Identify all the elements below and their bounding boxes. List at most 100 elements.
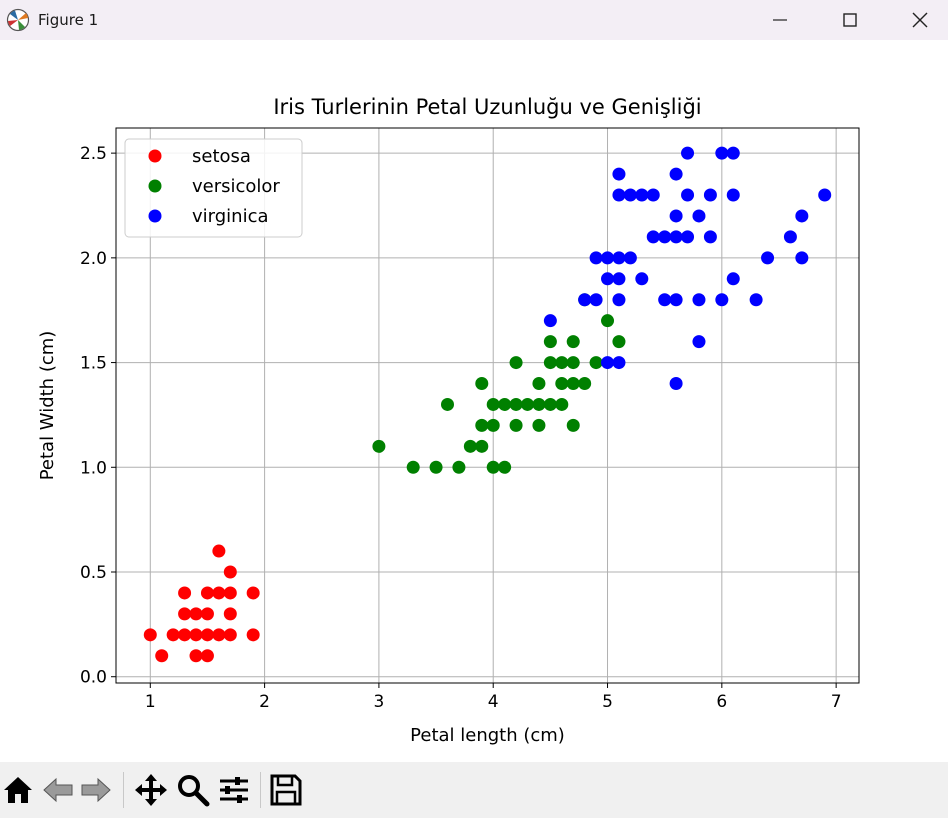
scatter-point-versicolor xyxy=(555,377,569,391)
scatter-point-versicolor xyxy=(566,356,580,370)
close-button[interactable] xyxy=(890,0,948,40)
scatter-point-setosa xyxy=(166,628,180,642)
scatter-point-versicolor xyxy=(429,460,443,474)
scatter-point-virginica xyxy=(795,251,809,265)
scatter-point-setosa xyxy=(212,586,226,600)
scatter-point-setosa xyxy=(178,586,192,600)
configure-subplots-icon xyxy=(220,777,248,803)
zoom-icon xyxy=(178,775,210,807)
y-tick-label: 2.5 xyxy=(80,144,107,164)
y-tick-label: 1.0 xyxy=(80,458,107,478)
scatter-point-versicolor xyxy=(578,377,592,391)
forward-arrow-icon xyxy=(81,777,111,803)
scatter-point-virginica xyxy=(715,146,729,160)
scatter-point-virginica xyxy=(669,377,683,391)
scatter-point-versicolor xyxy=(475,418,489,432)
minimize-icon xyxy=(773,19,787,21)
scatter-point-versicolor xyxy=(498,460,512,474)
scatter-point-virginica xyxy=(692,209,706,223)
scatter-point-setosa xyxy=(189,649,203,663)
scatter-point-virginica xyxy=(703,188,717,202)
forward-button[interactable] xyxy=(78,772,114,808)
scatter-point-virginica xyxy=(612,293,626,307)
scatter-point-virginica xyxy=(761,251,775,265)
scatter-point-versicolor xyxy=(452,460,466,474)
scatter-point-versicolor xyxy=(555,356,569,370)
toolbar-separator xyxy=(260,772,261,808)
back-arrow-icon xyxy=(43,777,73,803)
scatter-point-virginica xyxy=(658,230,672,244)
scatter-point-versicolor xyxy=(532,397,546,411)
legend-frame xyxy=(124,138,303,238)
figure-canvas[interactable]: 1 2 3 4 5 6 7 0.0 0.5 1.0 1.5 2.0 2.5 Iris Turlerini… xyxy=(0,40,948,762)
legend-label-virginica: virginica xyxy=(192,206,269,227)
y-tick-label: 1.5 xyxy=(80,354,107,374)
scatter-point-virginica xyxy=(612,272,626,286)
x-axis-label: Petal length (cm) xyxy=(410,725,565,746)
scatter-point-versicolor xyxy=(509,397,523,411)
scatter-point-setosa xyxy=(223,586,237,600)
scatter-point-versicolor xyxy=(463,439,477,453)
y-tick-label: 2.0 xyxy=(80,249,107,269)
scatter-point-virginica xyxy=(612,167,626,181)
axes-frame xyxy=(115,127,860,684)
scatter-point-virginica xyxy=(623,251,637,265)
x-tick-label: 6 xyxy=(716,692,727,712)
scatter-point-virginica xyxy=(795,209,809,223)
scatter-point-virginica xyxy=(601,356,615,370)
scatter-point-virginica xyxy=(646,230,660,244)
scatter-point-virginica xyxy=(658,293,672,307)
scatter-point-virginica xyxy=(635,272,649,286)
scatter-point-setosa xyxy=(212,628,226,642)
scatter-chart: 1 2 3 4 5 6 7 0.0 0.5 1.0 1.5 2.0 2.5 Iris Turlerini… xyxy=(37,95,860,746)
home-button[interactable] xyxy=(0,772,36,808)
x-tick-label: 1 xyxy=(145,692,156,712)
back-button[interactable] xyxy=(40,772,76,808)
scatter-point-setosa xyxy=(189,607,203,621)
scatter-point-virginica xyxy=(612,356,626,370)
save-button[interactable] xyxy=(268,772,304,808)
scatter-point-versicolor xyxy=(566,335,580,349)
scatter-point-versicolor xyxy=(566,377,580,391)
scatter-point-virginica xyxy=(692,293,706,307)
scatter-point-virginica xyxy=(783,230,797,244)
scatter-point-virginica xyxy=(681,188,695,202)
scatter-point-virginica xyxy=(669,167,683,181)
scatter-point-virginica xyxy=(612,251,626,265)
scatter-point-virginica xyxy=(726,188,740,202)
scatter-point-versicolor xyxy=(440,397,454,411)
scatter-point-versicolor xyxy=(543,335,557,349)
scatter-point-virginica xyxy=(749,293,763,307)
maximize-button[interactable] xyxy=(820,0,880,40)
scatter-point-setosa xyxy=(143,628,157,642)
scatter-point-virginica xyxy=(669,230,683,244)
scatter-point-setosa xyxy=(223,565,237,579)
scatter-point-virginica xyxy=(635,188,649,202)
scatter-point-virginica xyxy=(669,293,683,307)
scatter-point-versicolor xyxy=(498,397,512,411)
window-title: Figure 1 xyxy=(38,11,99,29)
scatter-point-versicolor xyxy=(521,397,535,411)
axis-ticks: 1 2 3 4 5 6 7 0.0 0.5 1.0 1.5 2.0 2.5 xyxy=(80,144,842,712)
scatter-point-versicolor xyxy=(543,356,557,370)
toolbar-separator xyxy=(123,772,124,808)
pan-button[interactable] xyxy=(133,772,169,808)
close-icon xyxy=(912,12,928,28)
x-tick-label: 5 xyxy=(602,692,613,712)
scatter-point-setosa xyxy=(223,607,237,621)
scatter-point-versicolor xyxy=(509,418,523,432)
scatter-point-virginica xyxy=(646,188,660,202)
scatter-point-virginica xyxy=(669,209,683,223)
scatter-point-setosa xyxy=(200,628,214,642)
scatter-point-versicolor xyxy=(475,439,489,453)
legend: setosa versicolor virginica xyxy=(124,138,303,238)
scatter-point-virginica xyxy=(601,251,615,265)
scatter-point-setosa xyxy=(200,607,214,621)
matplotlib-logo-icon xyxy=(6,8,30,32)
x-tick-label: 3 xyxy=(373,692,384,712)
minimize-button[interactable] xyxy=(750,0,810,40)
zoom-button[interactable] xyxy=(175,772,211,808)
scatter-point-versicolor xyxy=(486,460,500,474)
configure-subplots-button[interactable] xyxy=(216,772,252,808)
scatter-point-virginica xyxy=(589,251,603,265)
